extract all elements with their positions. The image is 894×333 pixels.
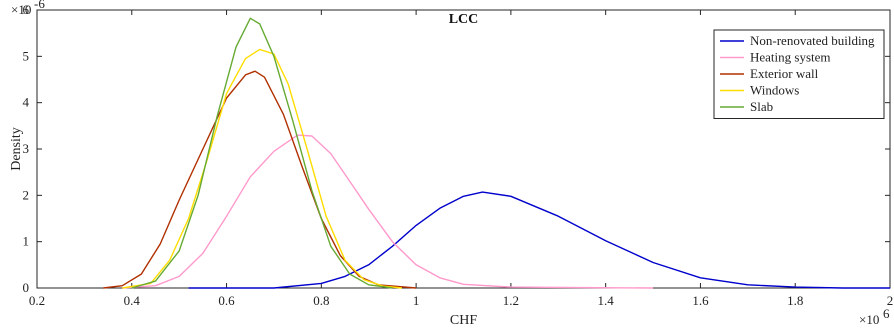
y-tick-label: 2 — [23, 187, 30, 202]
series-line-1 — [188, 191, 890, 289]
x-tick-label: 0.4 — [124, 293, 141, 308]
x-tick-label: 0.8 — [313, 293, 329, 308]
x-tick-label: 1 — [413, 293, 420, 308]
series-line-5 — [131, 17, 393, 289]
legend-label-3: Exterior wall — [750, 66, 819, 81]
series-line-3 — [103, 70, 417, 289]
legend-label-4: Windows — [750, 83, 799, 98]
legend-label-2: Heating system — [750, 50, 831, 65]
x-tick-label: 1.6 — [692, 293, 709, 308]
y-tick-label: 1 — [23, 234, 30, 249]
y-tick-label: 6 — [23, 2, 30, 17]
y-tick-label: 5 — [23, 48, 30, 63]
x-tick-label: 1.8 — [787, 293, 803, 308]
x-tick-label: 2 — [887, 293, 894, 308]
series-line-2 — [122, 134, 654, 289]
y-tick-label: 4 — [23, 95, 30, 110]
y-multiplier: ×10 — [11, 2, 31, 17]
y-axis-label: Density — [9, 127, 24, 171]
x-axis-label: CHF — [450, 313, 477, 328]
x-multiplier: ×10 — [859, 312, 879, 327]
x-tick-label: 1.4 — [598, 293, 615, 308]
legend-label-5: Slab — [750, 99, 773, 114]
x-multiplier-exponent: 6 — [883, 306, 890, 321]
chart-title: LCC — [449, 12, 479, 27]
y-tick-label: 3 — [23, 141, 30, 156]
x-tick-label: 1.2 — [503, 293, 519, 308]
x-tick-label: 0.6 — [218, 293, 235, 308]
y-multiplier-exponent: -6 — [34, 0, 45, 11]
x-tick-label: 0.2 — [29, 293, 45, 308]
legend-label-1: Non-renovated building — [750, 33, 875, 48]
y-tick-label: 0 — [23, 280, 30, 295]
series-line-4 — [122, 48, 402, 289]
